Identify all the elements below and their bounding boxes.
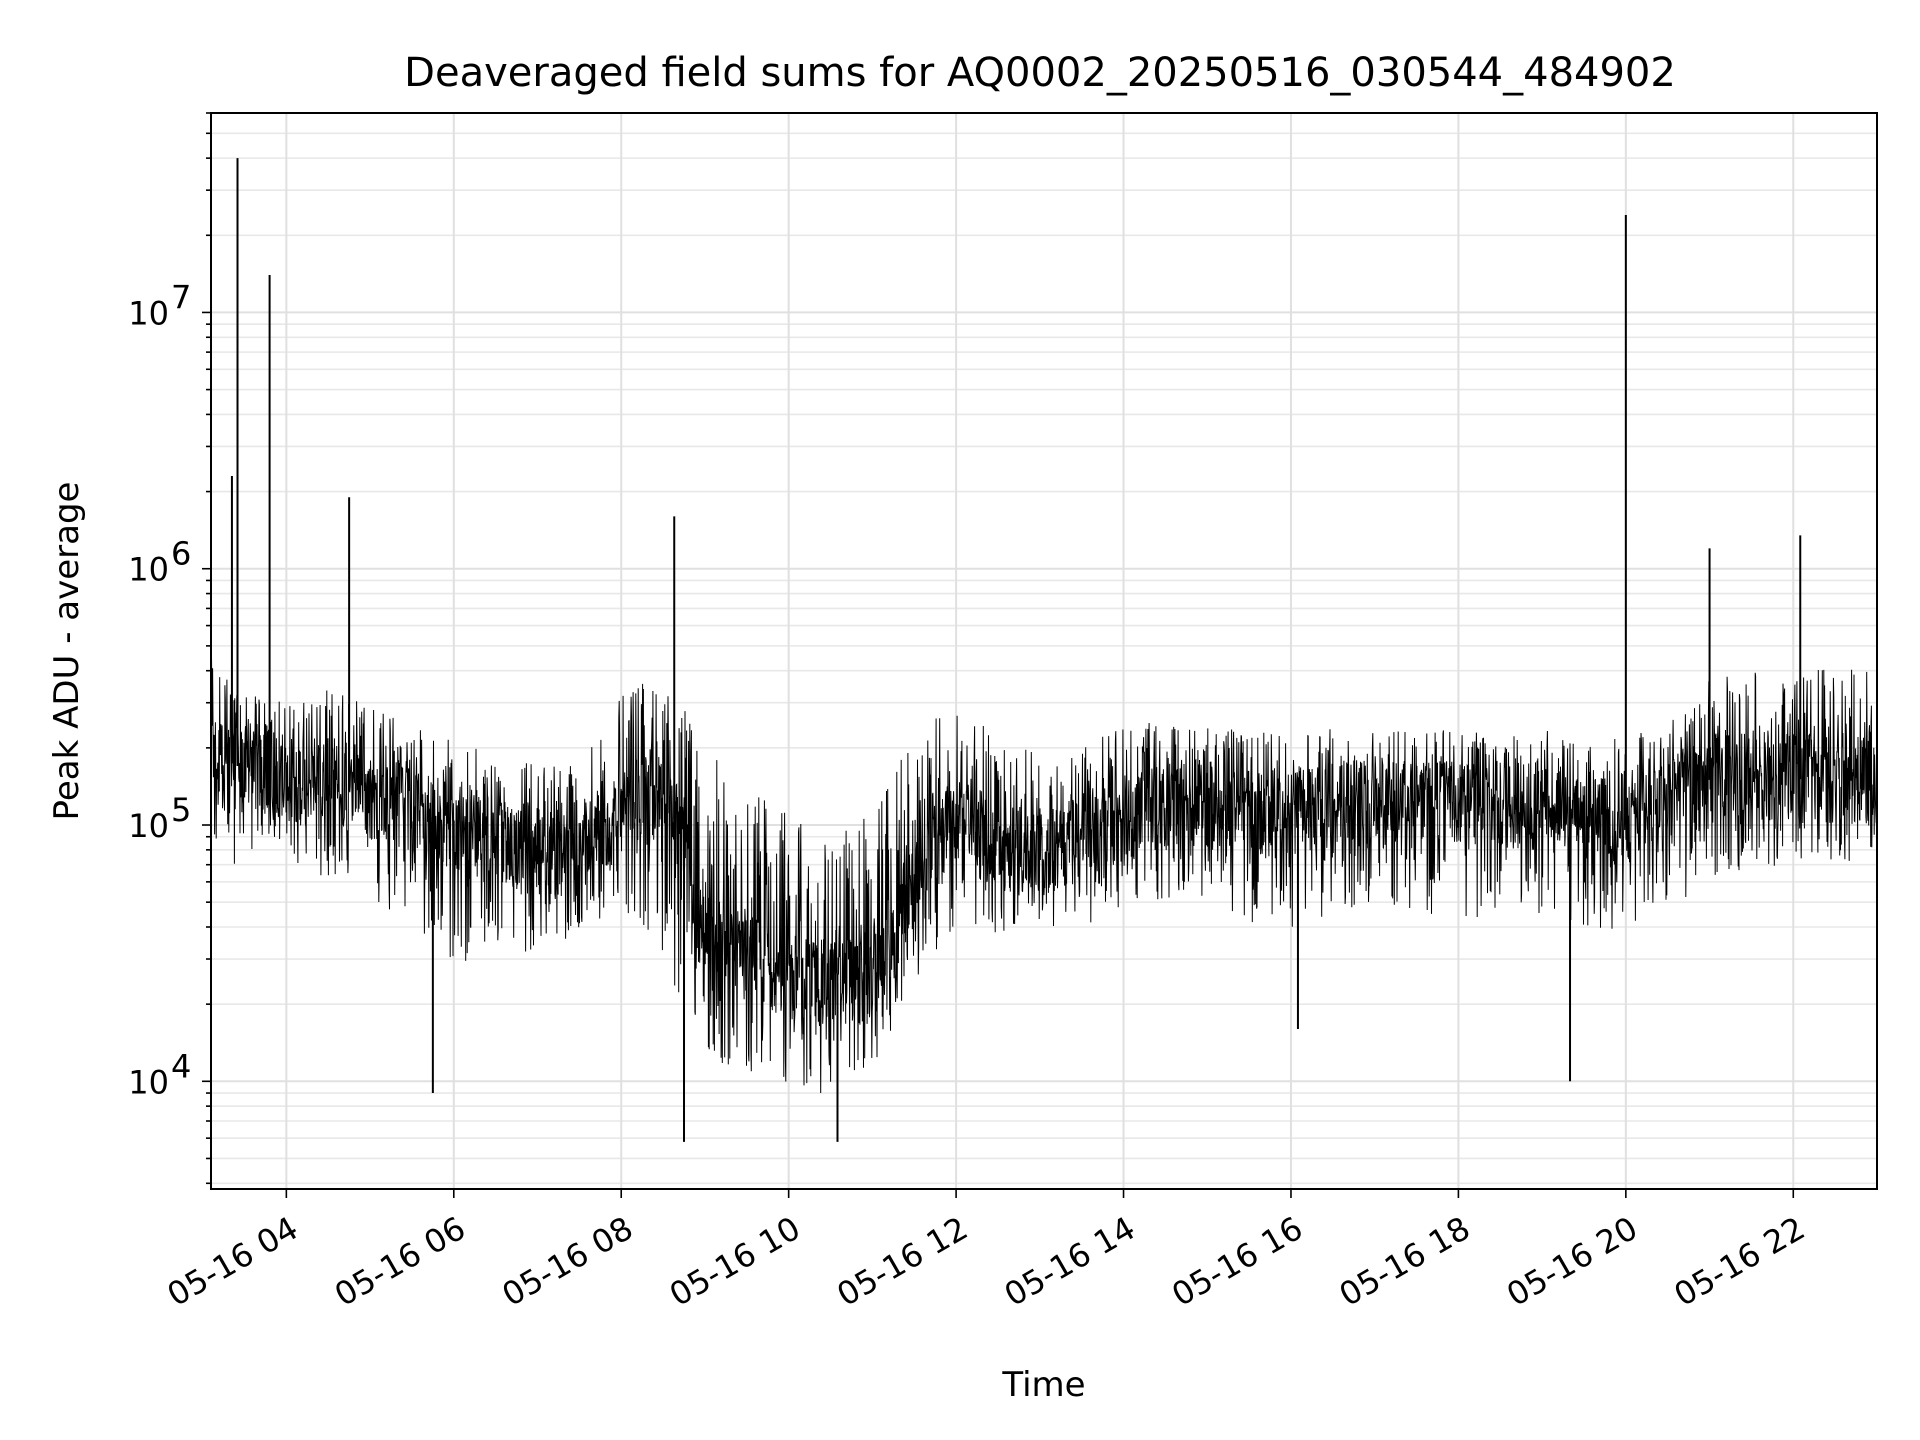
- x-tick-label: 05-16 10: [663, 1209, 807, 1314]
- x-tick-label: 05-16 18: [1333, 1209, 1477, 1314]
- x-tick-label: 05-16 16: [1165, 1209, 1309, 1314]
- y-tick-exponent: 5: [171, 791, 191, 829]
- series-line: [210, 647, 1878, 1094]
- x-tick-label: 05-16 20: [1500, 1209, 1644, 1314]
- y-tick-exponent: 7: [171, 278, 191, 316]
- y-tick-exponent: 4: [171, 1047, 191, 1085]
- x-tick-label: 05-16 14: [998, 1209, 1142, 1314]
- series-layer: [210, 158, 1878, 1142]
- grid-layer: [211, 112, 1877, 1189]
- y-axis-title: Peak ADU - average: [47, 482, 87, 821]
- x-tick-label: 05-16 04: [161, 1209, 305, 1314]
- y-tick-exponent: 6: [171, 535, 191, 573]
- chart-title: Deaveraged field sums for AQ0002_2025051…: [404, 50, 1676, 96]
- y-tick-label: 10: [128, 807, 169, 845]
- y-tick-label: 10: [128, 551, 169, 589]
- x-tick-label: 05-16 12: [830, 1209, 974, 1314]
- x-axis-title: Time: [1001, 1365, 1085, 1405]
- y-tick-label: 10: [128, 1063, 169, 1101]
- x-tick-label: 05-16 06: [328, 1209, 472, 1314]
- x-tick-label: 05-16 22: [1668, 1209, 1812, 1314]
- plot-frame: [210, 112, 1878, 1190]
- y-tick-label: 10: [128, 294, 169, 332]
- x-tick-label: 05-16 08: [496, 1209, 640, 1314]
